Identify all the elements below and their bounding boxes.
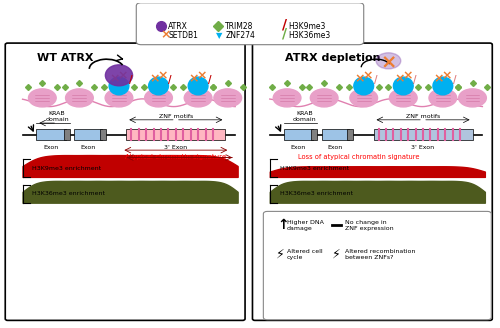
Text: ×: × xyxy=(362,69,373,82)
Text: /: / xyxy=(413,75,416,85)
Text: ×: × xyxy=(118,69,128,82)
Text: KRAB
domain: KRAB domain xyxy=(46,111,69,122)
Text: ×: × xyxy=(157,69,168,82)
Text: KRAB
domain: KRAB domain xyxy=(292,111,316,122)
FancyBboxPatch shape xyxy=(100,130,105,140)
Text: ×: × xyxy=(354,72,365,85)
Text: ZNF motifs: ZNF motifs xyxy=(406,114,440,119)
Ellipse shape xyxy=(148,77,169,95)
Text: ×: × xyxy=(394,72,404,85)
FancyBboxPatch shape xyxy=(36,130,66,140)
Text: H3K9me3: H3K9me3 xyxy=(288,22,326,31)
Text: ZNF274: ZNF274 xyxy=(226,31,255,39)
FancyBboxPatch shape xyxy=(347,130,353,140)
Circle shape xyxy=(310,89,338,107)
Text: ZNF motifs: ZNF motifs xyxy=(158,114,193,119)
Text: ⚡: ⚡ xyxy=(332,248,340,261)
Text: /: / xyxy=(282,27,288,40)
Text: ×: × xyxy=(110,72,120,85)
Text: 3' Exon: 3' Exon xyxy=(164,145,188,150)
Circle shape xyxy=(273,89,301,107)
Text: H3K36me3 enrichment: H3K36me3 enrichment xyxy=(280,191,352,196)
Circle shape xyxy=(458,89,486,107)
Text: Exon: Exon xyxy=(80,145,96,150)
Text: Atypical chromatin signature: Atypical chromatin signature xyxy=(126,154,226,160)
Ellipse shape xyxy=(354,77,374,95)
Circle shape xyxy=(390,89,417,107)
Text: Altered recombination
between ZNFs?: Altered recombination between ZNFs? xyxy=(345,249,416,260)
FancyBboxPatch shape xyxy=(322,130,349,140)
Text: ⚡: ⚡ xyxy=(276,248,285,261)
Text: ×: × xyxy=(402,69,412,82)
Circle shape xyxy=(144,89,172,107)
Circle shape xyxy=(429,89,456,107)
FancyBboxPatch shape xyxy=(64,130,70,140)
FancyBboxPatch shape xyxy=(284,130,314,140)
Ellipse shape xyxy=(109,77,129,95)
Text: Altered cell
cycle: Altered cell cycle xyxy=(287,249,322,260)
FancyBboxPatch shape xyxy=(264,212,492,320)
Ellipse shape xyxy=(188,77,208,95)
Text: /: / xyxy=(452,75,456,85)
FancyBboxPatch shape xyxy=(252,43,492,320)
Circle shape xyxy=(105,89,133,107)
Text: ×: × xyxy=(160,29,170,42)
Text: 3' Exon: 3' Exon xyxy=(412,145,434,150)
Ellipse shape xyxy=(433,77,452,95)
Text: WT ATRX: WT ATRX xyxy=(38,53,94,63)
Circle shape xyxy=(214,89,242,107)
Text: H3K9me3 enrichment: H3K9me3 enrichment xyxy=(32,166,102,171)
Text: ×: × xyxy=(189,72,200,85)
Text: Higher DNA
damage: Higher DNA damage xyxy=(287,220,324,231)
Text: Loss of atypical chromatin signature: Loss of atypical chromatin signature xyxy=(298,154,420,160)
Circle shape xyxy=(28,89,56,107)
Ellipse shape xyxy=(106,65,132,86)
Text: H3K9me3 enrichment: H3K9me3 enrichment xyxy=(280,166,349,171)
FancyBboxPatch shape xyxy=(374,130,472,140)
Text: /: / xyxy=(129,75,132,85)
Text: Exon: Exon xyxy=(44,145,59,150)
Text: ▼: ▼ xyxy=(216,31,223,39)
FancyBboxPatch shape xyxy=(311,130,317,140)
Text: Exon: Exon xyxy=(291,145,306,150)
Circle shape xyxy=(66,89,94,107)
Text: ↑: ↑ xyxy=(277,218,289,232)
FancyBboxPatch shape xyxy=(5,43,245,320)
FancyBboxPatch shape xyxy=(136,3,364,45)
Text: H3K36me3 enrichment: H3K36me3 enrichment xyxy=(32,191,106,196)
Text: ×: × xyxy=(380,53,396,72)
Text: /: / xyxy=(374,75,377,85)
Text: ×: × xyxy=(150,72,160,85)
FancyBboxPatch shape xyxy=(74,130,102,140)
Circle shape xyxy=(184,89,212,107)
Text: /: / xyxy=(168,75,172,85)
Text: SETDB1: SETDB1 xyxy=(168,31,198,39)
Text: ×: × xyxy=(197,69,207,82)
Ellipse shape xyxy=(394,77,413,95)
Text: /: / xyxy=(282,18,288,32)
Text: ATRX: ATRX xyxy=(168,22,188,31)
Text: TRIM28: TRIM28 xyxy=(226,22,254,31)
Circle shape xyxy=(376,53,401,69)
Text: ×: × xyxy=(442,69,452,82)
FancyBboxPatch shape xyxy=(126,130,226,140)
Circle shape xyxy=(350,89,378,107)
Text: ×: × xyxy=(434,72,444,85)
Text: Exon: Exon xyxy=(328,145,342,150)
Text: H3K36me3: H3K36me3 xyxy=(288,31,331,39)
Text: /: / xyxy=(208,75,212,85)
Text: ATRX depletion: ATRX depletion xyxy=(284,53,380,63)
Text: No change in
ZNF expression: No change in ZNF expression xyxy=(345,220,394,231)
